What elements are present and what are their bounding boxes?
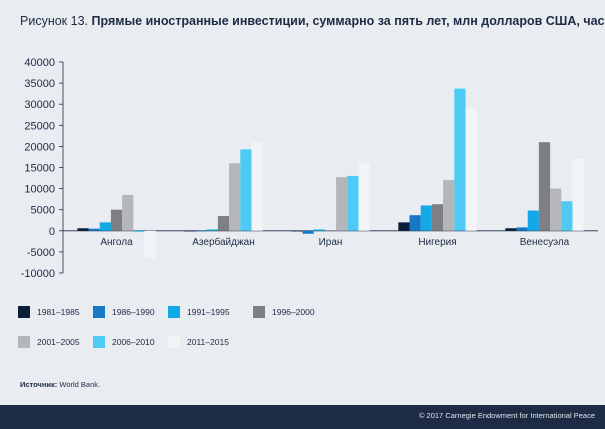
bar-3-4 bbox=[324, 230, 337, 231]
legend-label: 1986–1990 bbox=[112, 307, 155, 317]
bar-3-2 bbox=[302, 230, 314, 234]
bar-5-1 bbox=[505, 228, 517, 231]
chart-title: Рисунок 13. Прямые иностранные инвестици… bbox=[20, 14, 605, 28]
legend-label: 2006–2010 bbox=[112, 337, 155, 347]
chart-legend: 1981–1985 1986–1990 1991–1995 1996–2000 2001… bbox=[18, 306, 438, 366]
figure-title: Прямые иностранные инвестиции, суммарно … bbox=[91, 14, 605, 28]
bar-3-7 bbox=[358, 163, 370, 231]
y-tick-label: 35000 bbox=[24, 78, 55, 90]
legend-item: 1981–1985 bbox=[18, 306, 80, 318]
footer-bar: © 2017 Carnegie Endowment for Internatio… bbox=[0, 405, 605, 429]
bar-5-7 bbox=[572, 159, 584, 231]
bar-1-4 bbox=[110, 209, 123, 231]
legend-swatch bbox=[168, 336, 180, 348]
legend-item: 1991–1995 bbox=[168, 306, 230, 318]
bar-2-4 bbox=[217, 216, 230, 231]
bar-3-1 bbox=[291, 230, 303, 232]
source-note: Источник: World Bank. bbox=[20, 380, 100, 389]
legend-swatch bbox=[168, 306, 180, 318]
bar-2-6 bbox=[240, 149, 252, 231]
bar-4-5 bbox=[443, 180, 455, 231]
legend-swatch bbox=[93, 306, 105, 318]
legend-item: 1996–2000 bbox=[253, 306, 315, 318]
figure-number: Рисунок 13. bbox=[20, 14, 88, 28]
y-tick-label: 15000 bbox=[24, 163, 55, 175]
bar-1-1 bbox=[77, 228, 89, 231]
y-tick-label: 30000 bbox=[24, 99, 55, 111]
legend-swatch bbox=[93, 336, 105, 348]
legend-item: 2001–2005 bbox=[18, 336, 80, 348]
y-tick-label: 5000 bbox=[31, 205, 55, 217]
bar-4-1 bbox=[398, 222, 410, 231]
category-label: Венесуэла bbox=[520, 237, 570, 248]
bar-1-6 bbox=[133, 230, 145, 233]
bar-5-3 bbox=[527, 210, 539, 231]
source-text: World Bank. bbox=[59, 380, 101, 389]
category-label: Нигерия bbox=[418, 237, 456, 248]
bar-2-5 bbox=[229, 163, 241, 231]
bar-5-2 bbox=[516, 227, 528, 231]
bar-3-5 bbox=[336, 177, 348, 231]
bar-1-2 bbox=[88, 228, 100, 231]
y-tick-label: 25000 bbox=[24, 120, 55, 132]
legend-item: 2006–2010 bbox=[93, 336, 155, 348]
legend-label: 2001–2005 bbox=[37, 337, 80, 347]
bar-4-4 bbox=[431, 204, 444, 231]
y-tick-label: 0 bbox=[49, 226, 55, 238]
bar-2-2 bbox=[195, 230, 207, 232]
legend-swatch bbox=[18, 336, 30, 348]
bar-3-3 bbox=[313, 229, 325, 231]
bar-chart: -10000 -5000 0 5000 10000 15000 20000 25000 3000… bbox=[21, 57, 598, 280]
category-label: Азербайджан bbox=[192, 236, 255, 248]
bar-2-1 bbox=[184, 230, 196, 232]
legend-label: 2011–2015 bbox=[187, 337, 229, 347]
bar-4-6 bbox=[454, 88, 466, 231]
bar-3-6 bbox=[347, 175, 359, 231]
bar-1-3 bbox=[99, 222, 111, 231]
bar-5-5 bbox=[550, 188, 562, 231]
y-tick-label: 10000 bbox=[24, 184, 55, 196]
source-label: Источник: bbox=[20, 380, 58, 389]
bar-1-7 bbox=[144, 230, 156, 259]
bar-5-6 bbox=[561, 201, 573, 231]
legend-item: 2011–2015 bbox=[168, 336, 229, 348]
legend-label: 1996–2000 bbox=[272, 307, 315, 317]
y-tick-label: -5000 bbox=[27, 247, 55, 259]
legend-label: 1991–1995 bbox=[187, 307, 230, 317]
y-tick-label: -10000 bbox=[21, 268, 55, 280]
bar-4-2 bbox=[409, 215, 421, 231]
bar-4-3 bbox=[420, 205, 432, 231]
y-tick-label: 40000 bbox=[24, 57, 55, 69]
bar-2-7 bbox=[251, 142, 263, 231]
legend-swatch bbox=[18, 306, 30, 318]
copyright-text: © 2017 Carnegie Endowment for Internatio… bbox=[418, 411, 595, 420]
legend-label: 1981–1985 bbox=[37, 307, 80, 317]
bar-2-3 bbox=[206, 229, 218, 231]
bar-5-4 bbox=[538, 142, 551, 231]
y-tick-label: 20000 bbox=[24, 141, 55, 153]
bar-4-7 bbox=[465, 108, 477, 231]
category-label: Иран bbox=[319, 237, 343, 248]
legend-item: 1986–1990 bbox=[93, 306, 155, 318]
bar-1-5 bbox=[122, 194, 134, 231]
legend-swatch bbox=[253, 306, 265, 318]
category-label: Ангола bbox=[100, 237, 133, 248]
